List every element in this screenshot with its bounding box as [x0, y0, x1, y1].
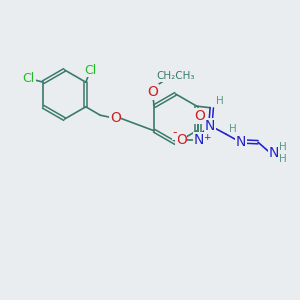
Text: N: N [194, 133, 204, 147]
Text: O: O [194, 109, 205, 123]
Text: N: N [268, 146, 279, 160]
Text: +: + [204, 133, 211, 142]
Text: CH₂CH₃: CH₂CH₃ [157, 71, 195, 81]
Text: O: O [110, 111, 121, 124]
Text: H: H [279, 142, 286, 152]
Text: N: N [236, 135, 246, 148]
Text: Cl: Cl [23, 72, 35, 85]
Text: -: - [172, 126, 177, 139]
Text: Cl: Cl [84, 64, 96, 77]
Text: O: O [147, 85, 158, 99]
Text: O: O [176, 133, 187, 147]
Text: H: H [229, 124, 236, 134]
Text: N: N [205, 119, 215, 133]
Text: H: H [216, 96, 224, 106]
Text: H: H [279, 154, 286, 164]
